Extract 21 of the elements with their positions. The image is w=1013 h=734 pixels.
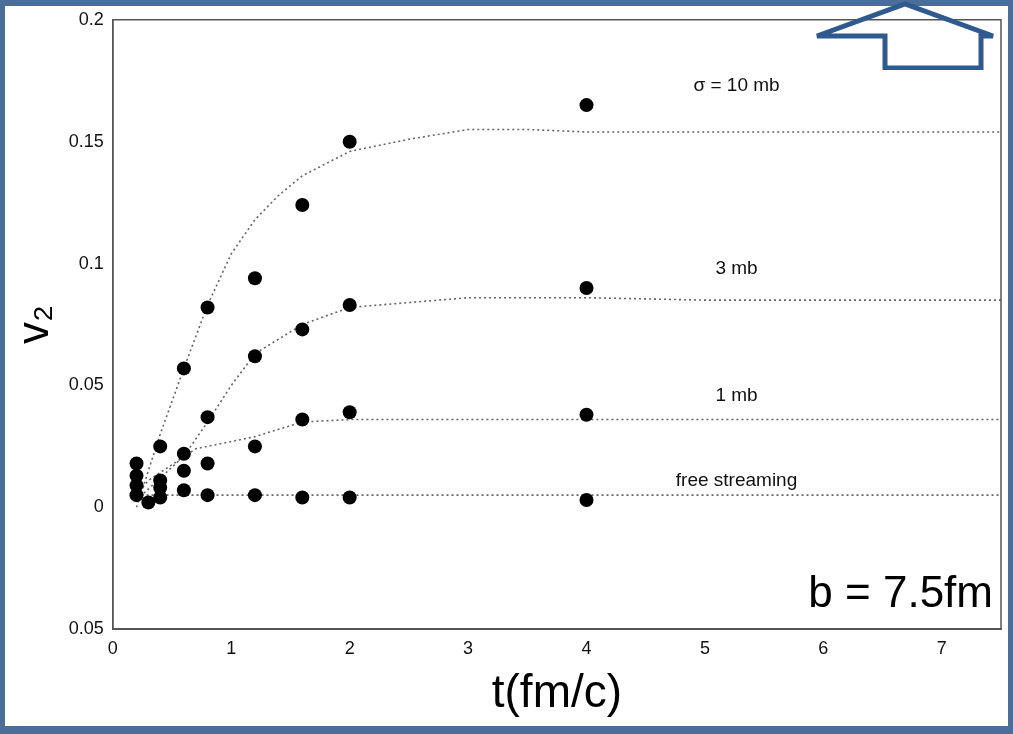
annotation: b = 7.5fm <box>808 567 993 617</box>
x-tick-label: 1 <box>226 637 237 658</box>
x-tick-label: 7 <box>936 637 947 658</box>
y-tick-label: 0.15 <box>68 130 104 151</box>
x-tick-label: 2 <box>344 637 355 658</box>
x-tick-label: 5 <box>699 637 710 658</box>
text: σ = 10 mb <box>693 74 780 96</box>
y-tick-label: 0.1 <box>78 252 104 273</box>
x-tick-label: 4 <box>581 637 592 658</box>
text: 1 mb <box>715 383 758 405</box>
x-tick-label: 0 <box>107 637 118 658</box>
x-axis-title: t(fm/c) <box>491 665 623 718</box>
y-tick-label: 0.2 <box>78 8 104 29</box>
y-tick-label: 0.05 <box>68 374 104 395</box>
text: 3 mb <box>715 256 758 278</box>
x-tick-label: 6 <box>818 637 829 658</box>
x-tick-label: 3 <box>463 637 474 658</box>
text: free streaming <box>675 469 798 491</box>
y-tick-label: 0 <box>93 496 104 517</box>
y-axis-title: v₂ <box>7 304 57 345</box>
y-tick-label: 0.05 <box>68 618 104 639</box>
